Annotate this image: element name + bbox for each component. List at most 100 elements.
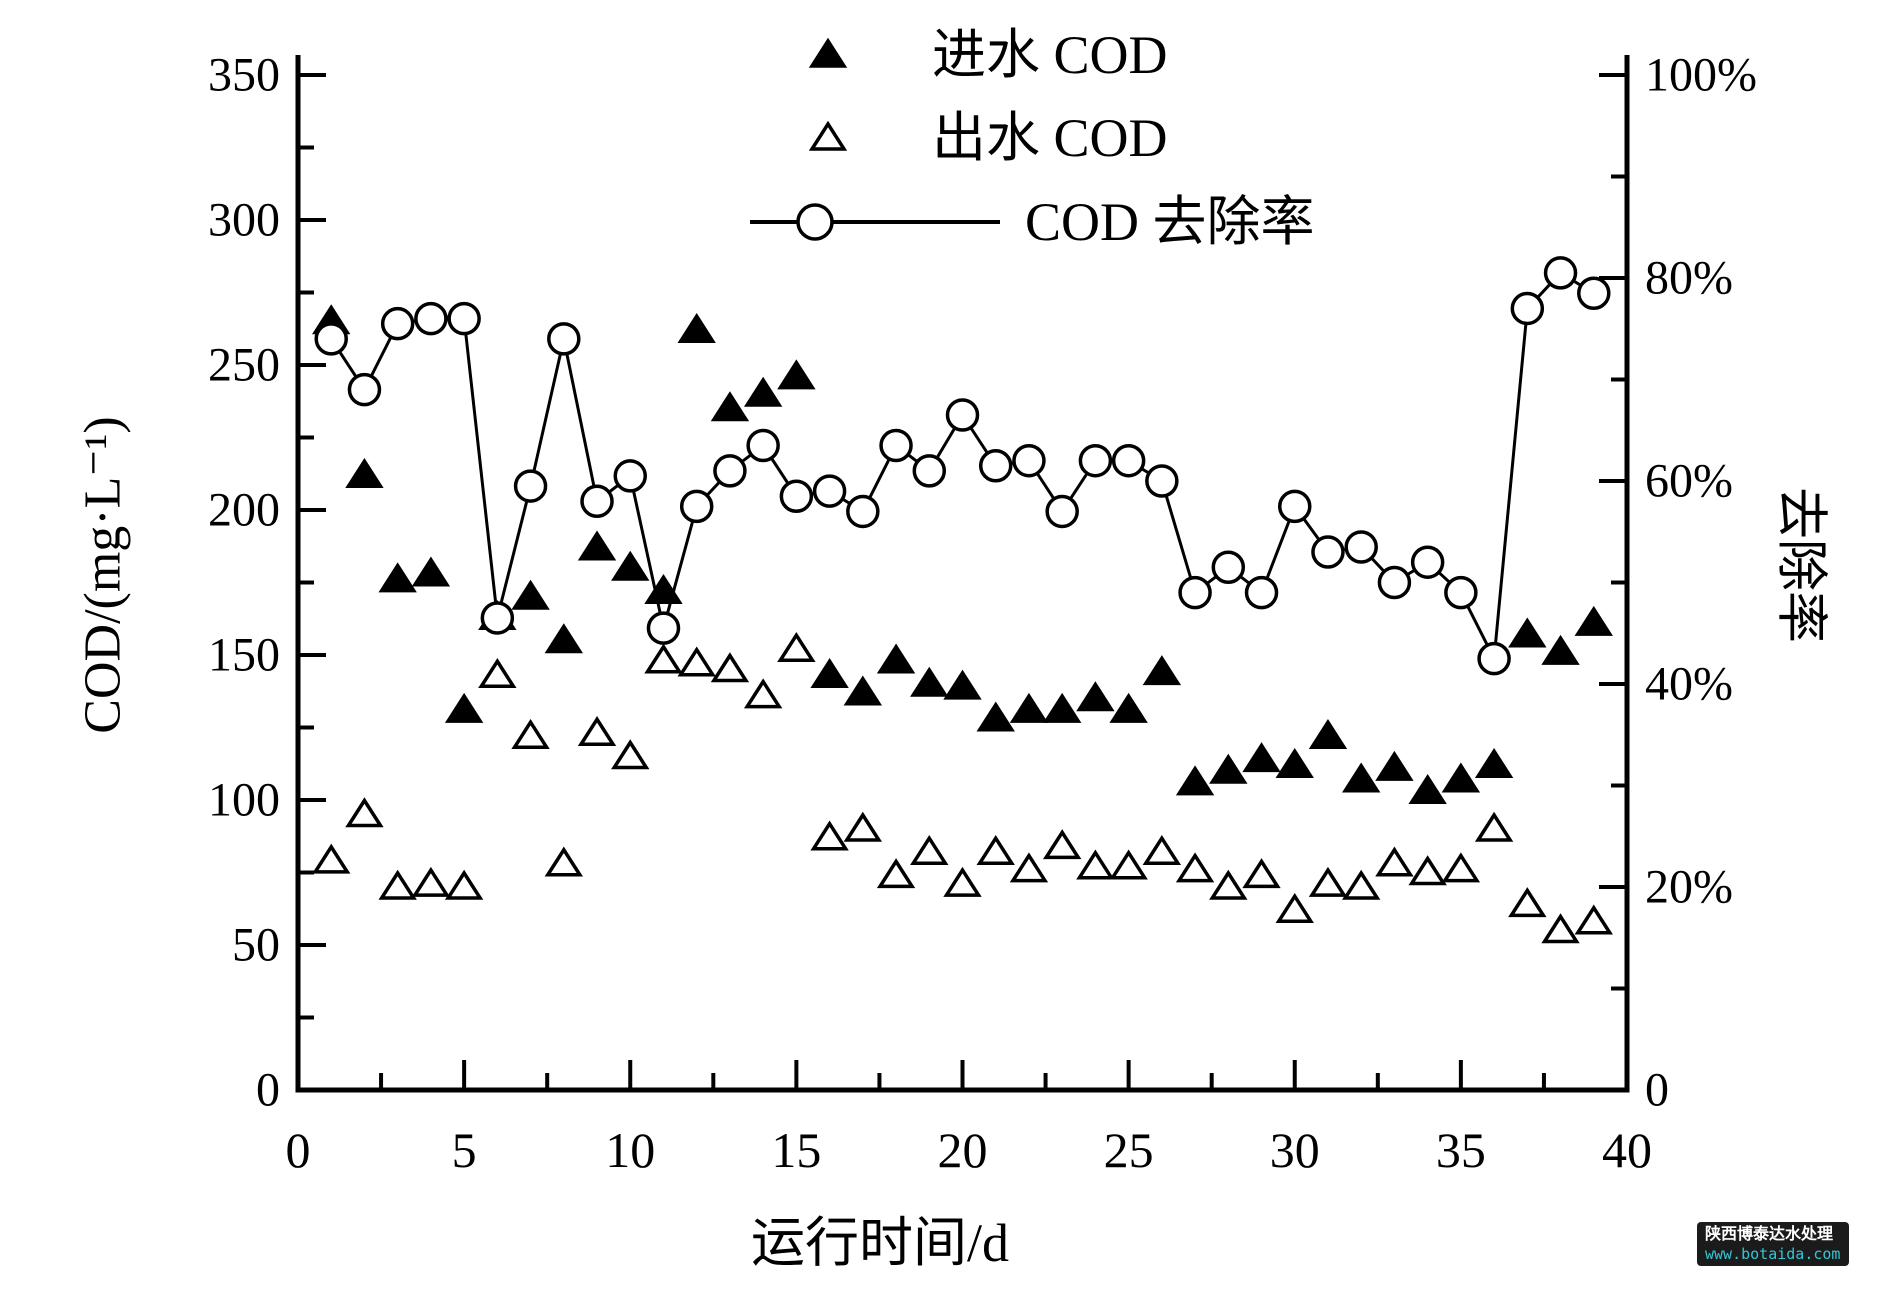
removal-rate-marker (1577, 276, 1611, 310)
y-right-tick-label: 20% (1645, 861, 1733, 914)
influent-cod-marker (810, 658, 849, 689)
removal-rate-marker (480, 601, 515, 635)
removal-rate-marker (1178, 575, 1212, 610)
x-tick-label: 0 (286, 1122, 311, 1178)
effluent-cod-marker (777, 631, 816, 662)
influent-cod-marker (743, 376, 783, 407)
removal-rate-marker (713, 454, 747, 488)
influent-cod-marker (1109, 692, 1148, 723)
effluent-cod-marker (943, 866, 982, 897)
influent-cod-marker (1242, 742, 1281, 773)
legend-label-influent: 进水 COD (932, 25, 1168, 85)
removal-rate-marker (679, 489, 714, 524)
influent-cod-marker (1375, 750, 1414, 781)
legend-filled-triangle-icon (808, 37, 848, 68)
effluent-cod-marker (1076, 849, 1115, 880)
y-right-tick-label: 40% (1645, 658, 1733, 711)
watermark-badge: 陕西博泰达水处理 www.botaida.com (1697, 1222, 1849, 1266)
removal-rate-marker (1211, 550, 1246, 585)
effluent-cod-marker (1009, 852, 1049, 883)
removal-rate-marker (1543, 256, 1578, 290)
effluent-cod-marker (1408, 855, 1447, 886)
effluent-cod-marker (677, 646, 716, 677)
removal-rate-marker (1012, 443, 1046, 478)
effluent-cod-marker (1508, 887, 1547, 918)
y-left-tick-label: 50 (232, 919, 280, 972)
influent-cod-marker (1209, 753, 1248, 784)
y-right-tick-label: 80% (1645, 252, 1733, 305)
effluent-cod-marker (1308, 866, 1348, 897)
effluent-cod-marker (378, 869, 417, 900)
influent-cod-marker (1308, 718, 1348, 749)
influent-cod-marker (710, 391, 750, 422)
y-left-axis-title: COD/(mg·L⁻¹) (75, 416, 132, 733)
effluent-cod-marker (1109, 849, 1148, 880)
influent-cod-marker (378, 562, 417, 593)
removal-rate-marker (1045, 494, 1079, 529)
x-tick-label: 5 (452, 1122, 477, 1178)
influent-cod-marker (1142, 655, 1182, 686)
x-tick-label: 35 (1436, 1122, 1486, 1178)
removal-rate-marker (746, 428, 780, 463)
removal-rate-marker (1444, 575, 1478, 610)
influent-cod-marker (345, 457, 384, 488)
legend-label-removal: COD 去除率 (1025, 192, 1315, 252)
influent-cod-marker (644, 573, 683, 604)
influent-cod-marker (1175, 765, 1215, 796)
removal-rate-marker (846, 494, 880, 529)
y-left-tick-label: 250 (208, 339, 280, 392)
influent-cod-marker (1275, 747, 1314, 778)
x-axis-title: 运行时间/d (751, 1213, 1009, 1273)
influent-cod-marker (1042, 692, 1082, 723)
legend-open-triangle-icon (808, 120, 848, 151)
influent-cod-marker (511, 579, 550, 610)
removal-rate-series (314, 256, 1611, 676)
x-tick-label: 30 (1270, 1122, 1320, 1178)
influent-cod-marker (876, 643, 916, 674)
removal-rate-marker (812, 474, 847, 508)
influent-cod-marker (1009, 692, 1049, 723)
removal-rate-marker (1477, 641, 1511, 676)
effluent-cod-marker (1042, 829, 1082, 860)
influent-cod-marker (577, 530, 617, 561)
legend-open-circle-icon (796, 203, 834, 241)
y-right-tick-label: 0 (1645, 1064, 1669, 1117)
influent-cod-marker (1474, 747, 1514, 778)
influent-cod-marker (1076, 681, 1115, 712)
influent-cod-marker (943, 669, 982, 700)
effluent-cod-marker (710, 652, 750, 683)
removal-rate-marker (380, 306, 415, 341)
removal-rate-marker (1377, 565, 1412, 600)
removal-rate-marker (879, 428, 913, 463)
effluent-cod-marker (1375, 846, 1414, 877)
effluent-cod-marker (1574, 904, 1613, 935)
x-tick-label: 10 (605, 1122, 655, 1178)
x-tick-label: 40 (1602, 1122, 1652, 1178)
effluent-cod-marker (644, 643, 683, 674)
y-left-tick-label: 200 (208, 484, 280, 537)
influent-cod-marker (777, 359, 816, 390)
influent-cod-marker (1441, 762, 1481, 793)
removal-rate-marker (1311, 535, 1345, 569)
effluent-cod-marker (511, 718, 550, 749)
removal-rate-marker (1111, 443, 1146, 478)
effluent-cod-series (312, 631, 1613, 944)
legend-label-effluent: 出水 COD (932, 108, 1168, 168)
effluent-cod-marker (312, 843, 351, 874)
effluent-cod-marker (743, 678, 783, 709)
effluent-cod-marker (876, 858, 916, 889)
effluent-cod-marker (1541, 913, 1580, 944)
removal-rate-marker (912, 454, 947, 488)
influent-cod-marker (611, 550, 650, 581)
influent-cod-marker (1508, 617, 1547, 648)
effluent-cod-marker (1142, 834, 1182, 865)
removal-rate-marker (1510, 291, 1545, 326)
removal-rate-marker (447, 301, 481, 336)
removal-rate-marker (1244, 575, 1279, 610)
effluent-cod-marker (411, 866, 451, 897)
removal-rate-marker (646, 611, 681, 645)
watermark-url: www.botaida.com (1705, 1244, 1841, 1263)
legend: 进水 COD 出水 COD COD 去除率 (750, 25, 1315, 252)
